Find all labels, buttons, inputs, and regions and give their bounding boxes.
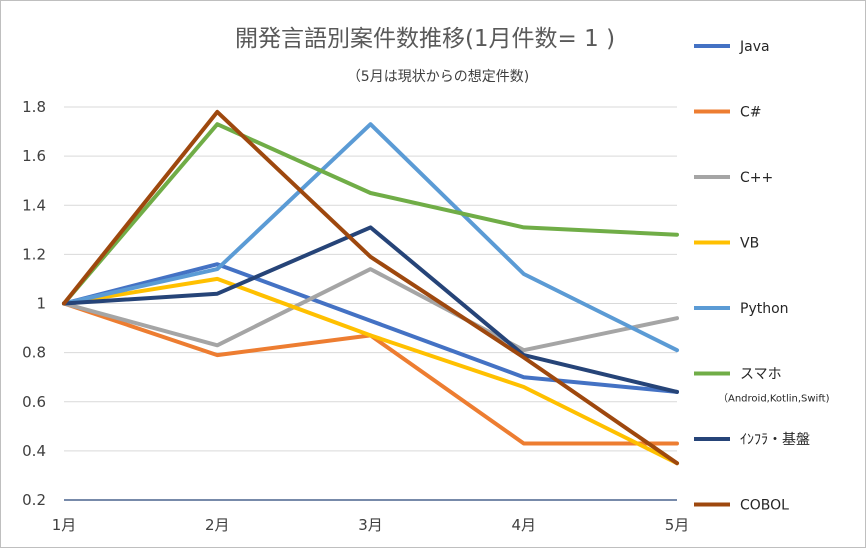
y-tick-label: 1 xyxy=(36,295,46,313)
y-tick-label: 1.8 xyxy=(22,98,46,116)
y-tick-label: 0.4 xyxy=(22,442,46,460)
series-line-3 xyxy=(62,276,679,466)
legend-label: Python xyxy=(740,301,789,317)
y-tick-label: 0.6 xyxy=(22,393,46,411)
series-line-0 xyxy=(62,262,679,394)
y-tick-label: 1.2 xyxy=(22,245,46,263)
gridlines xyxy=(64,106,677,501)
legend-label: C++ xyxy=(740,170,773,186)
chart-subtitle: （5月は現状からの想定件数) xyxy=(347,69,529,85)
series-line-5 xyxy=(62,122,679,306)
x-tick-label: 2月 xyxy=(205,516,230,534)
series-line-4 xyxy=(62,122,679,353)
x-tick-label: 5月 xyxy=(665,516,690,534)
legend-label: COBOL xyxy=(740,498,789,514)
legend-label: C# xyxy=(740,105,762,121)
y-axis-ticks: 0.2 0.4 0.6 0.8 1 1.2 1.4 1.6 1.8 xyxy=(22,98,46,509)
series-line-7 xyxy=(62,109,679,466)
chart-title: 開発言語別案件数推移(1月件数= 1 ) xyxy=(235,26,615,52)
x-tick-label: 4月 xyxy=(511,516,536,534)
legend-label: スマホ xyxy=(740,367,782,383)
legend: Java C# C++ VB Python スマホ （Android,Kotlin,Swif… xyxy=(694,39,830,514)
y-tick-label: 0.2 xyxy=(22,491,46,509)
y-tick-label: 1.4 xyxy=(22,196,46,214)
series-line-6 xyxy=(62,225,679,394)
x-axis-ticks: 1月 2月 3月 4月 5月 xyxy=(52,516,690,534)
series-line-2 xyxy=(62,267,679,353)
x-tick-label: 1月 xyxy=(52,516,77,534)
series-line-1 xyxy=(62,301,679,446)
legend-label: ｲﾝﾌﾗ・基盤 xyxy=(740,431,810,448)
y-tick-label: 1.6 xyxy=(22,147,46,165)
legend-label: VB xyxy=(740,236,759,252)
y-tick-label: 0.8 xyxy=(22,344,46,362)
series-lines xyxy=(62,109,679,466)
legend-label: Java xyxy=(739,39,770,55)
legend-sublabel: （Android,Kotlin,Swift) xyxy=(718,393,830,405)
x-tick-label: 3月 xyxy=(358,516,383,534)
